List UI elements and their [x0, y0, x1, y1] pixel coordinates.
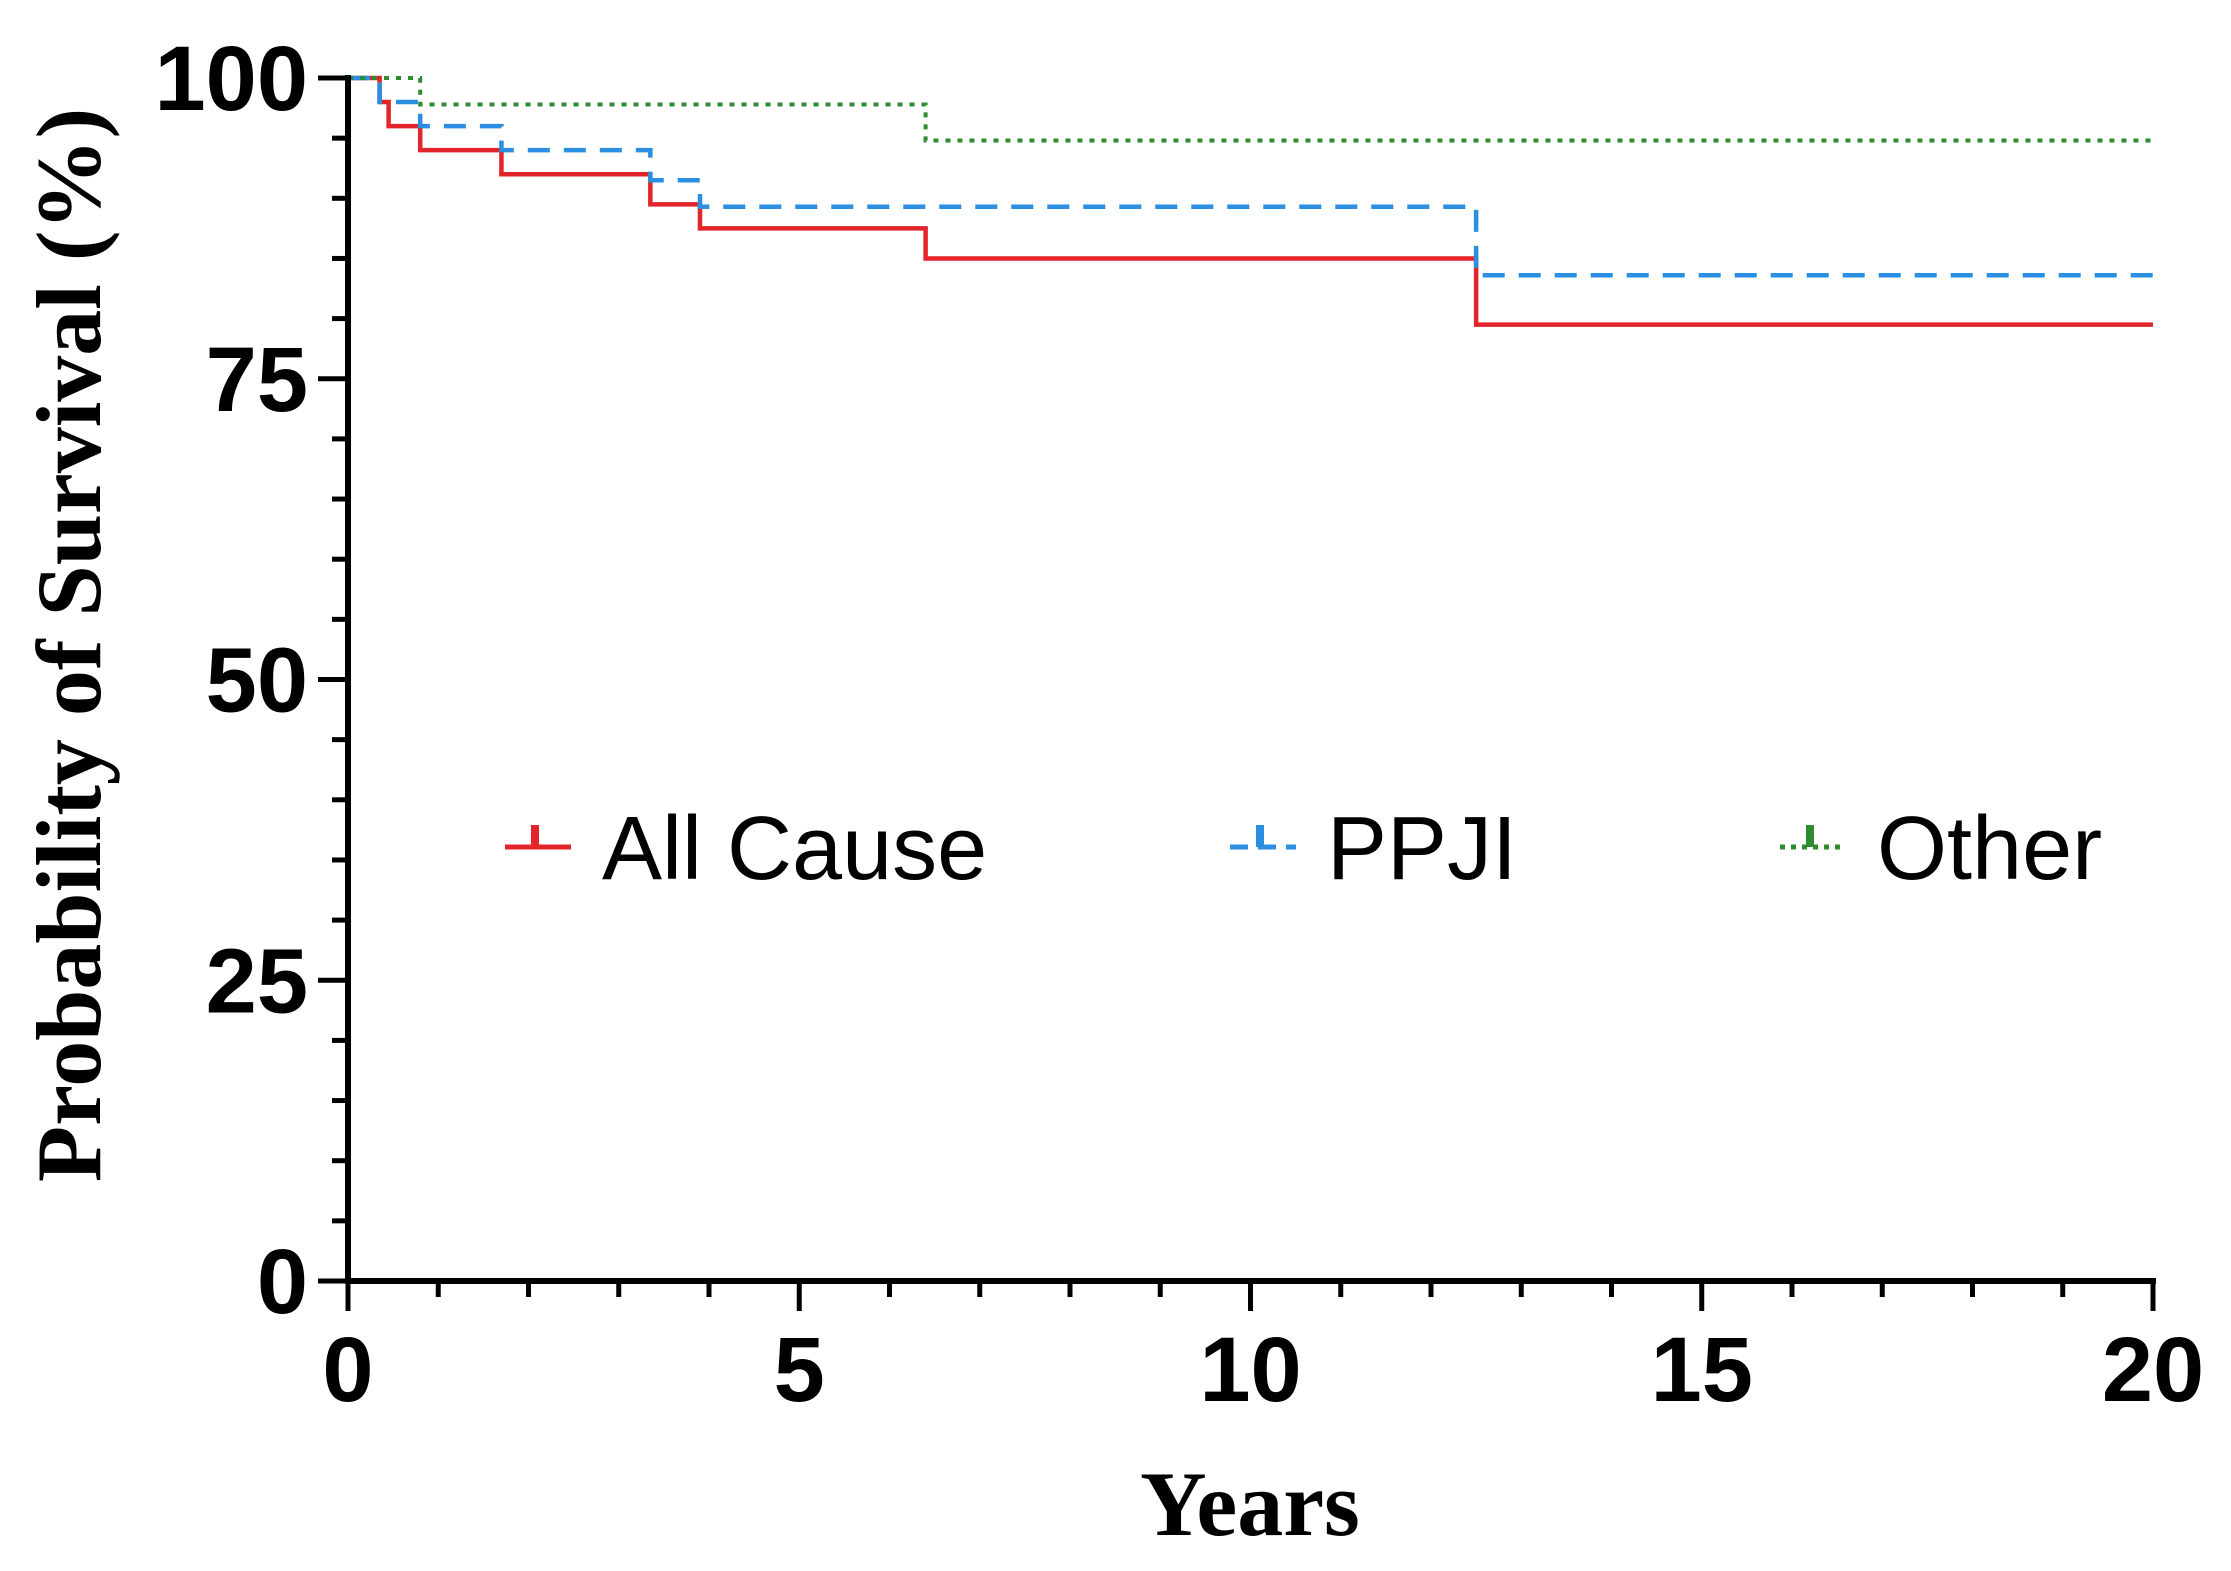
legend-label: PPJI — [1327, 799, 1517, 899]
y-tick-label: 0 — [257, 1231, 308, 1333]
series-line-ppji — [348, 75, 2153, 278]
x-tick-label: 0 — [322, 1319, 373, 1421]
y-tick-label: 25 — [206, 930, 308, 1032]
x-axis-title: Years — [1140, 1453, 1360, 1555]
legend: All Cause PPJI Other — [505, 799, 2102, 899]
x-tick-label: 20 — [2102, 1319, 2204, 1421]
legend-label: All Cause — [602, 799, 987, 899]
ticks — [318, 75, 2156, 1311]
x-tick-label: 5 — [774, 1319, 825, 1421]
tick-labels: 0 25 50 75 100 0 5 10 15 20 — [155, 28, 2205, 1421]
series-line-other — [348, 76, 2153, 143]
y-tick-label: 100 — [155, 28, 309, 130]
x-tick-label: 10 — [1199, 1319, 1301, 1421]
y-tick-label: 75 — [206, 329, 308, 431]
series-line-all-cause — [348, 75, 2153, 327]
x-tick-label: 15 — [1651, 1319, 1753, 1421]
y-axis-title: Probability of Survival (%) — [18, 108, 120, 1182]
plot-lines — [348, 75, 2153, 327]
y-tick-label: 50 — [206, 630, 308, 732]
legend-label: Other — [1877, 799, 2102, 899]
